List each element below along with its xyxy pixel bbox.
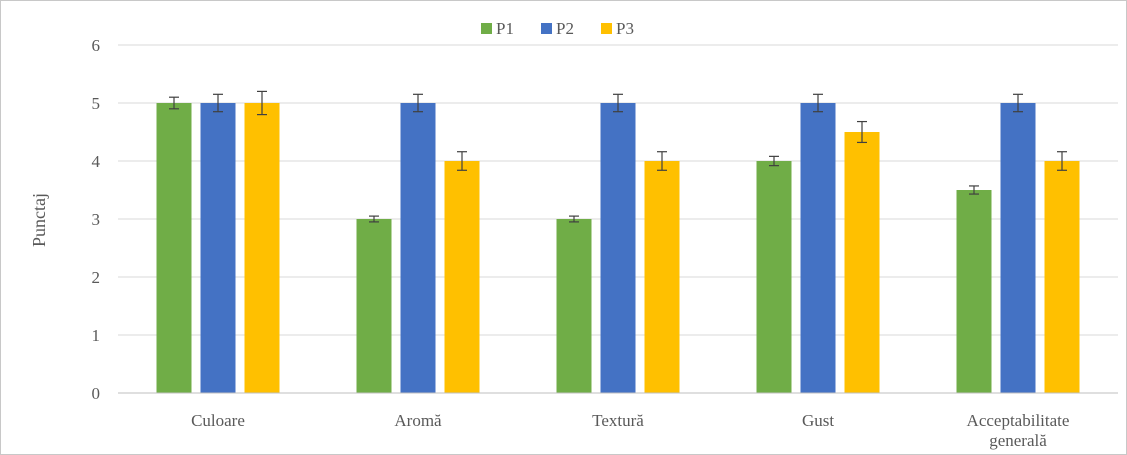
bar-p2	[600, 103, 636, 393]
legend-swatch-p3	[601, 23, 612, 34]
y-tick-label: 5	[92, 94, 101, 113]
bar-p1	[956, 190, 992, 393]
bar-p1	[356, 219, 392, 393]
bar-p3	[244, 103, 280, 393]
y-axis-ticks: 0 1 2 3 4 5 6	[92, 36, 101, 403]
legend-swatch-p2	[541, 23, 552, 34]
y-tick-label: 2	[92, 268, 101, 287]
legend-swatch-p1	[481, 23, 492, 34]
bar-p2	[400, 103, 436, 393]
y-tick-label: 0	[92, 384, 101, 403]
bar-p3	[1044, 161, 1080, 393]
x-category-label: Aromă	[394, 411, 442, 430]
bar-p1	[156, 103, 192, 393]
y-tick-label: 4	[92, 152, 101, 171]
x-category-label: Culoare	[191, 411, 245, 430]
x-category-label: Acceptabilitate generală	[967, 411, 1070, 450]
legend: P1 P2 P3	[481, 19, 634, 38]
bars	[156, 103, 1080, 393]
y-tick-label: 3	[92, 210, 101, 229]
bar-p3	[844, 132, 880, 393]
legend-label-p3: P3	[616, 19, 634, 38]
bar-p1	[756, 161, 792, 393]
error-bars	[169, 90, 1067, 223]
y-tick-label: 6	[92, 36, 101, 55]
x-category-label: Gust	[802, 411, 834, 430]
bar-p1	[556, 219, 592, 393]
bar-p2	[1000, 103, 1036, 393]
x-category-label: Textură	[592, 411, 644, 430]
bar-p3	[644, 161, 680, 393]
y-axis-label: Punctaj	[29, 193, 49, 247]
x-axis-categories: Culoare Aromă Textură Gust Acceptabilitate ge…	[191, 411, 1069, 450]
bar-p3	[444, 161, 480, 393]
bar-p2	[200, 103, 236, 393]
bar-p2	[800, 103, 836, 393]
legend-label-p2: P2	[556, 19, 574, 38]
legend-label-p1: P1	[496, 19, 514, 38]
y-tick-label: 1	[92, 326, 101, 345]
